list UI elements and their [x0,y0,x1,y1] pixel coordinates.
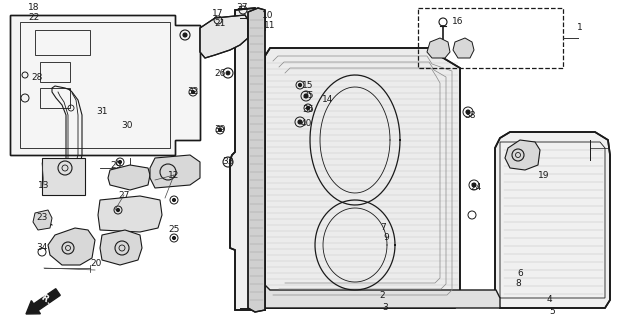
Text: 16: 16 [452,18,464,27]
Text: 37: 37 [236,4,248,12]
Text: 7: 7 [380,222,386,231]
FancyArrow shape [26,289,61,314]
Polygon shape [10,15,200,155]
Text: 10: 10 [262,11,274,20]
Text: 1: 1 [577,23,583,33]
Text: 25: 25 [168,226,180,235]
Circle shape [117,209,119,212]
Text: 34: 34 [36,244,48,252]
Polygon shape [265,285,500,308]
Polygon shape [427,38,450,58]
Polygon shape [98,196,162,232]
Text: 21: 21 [214,20,226,28]
Text: 15: 15 [302,82,314,91]
Text: 28: 28 [32,73,43,82]
Text: 40: 40 [300,118,311,127]
Text: 5: 5 [549,307,555,316]
Circle shape [172,198,176,202]
Polygon shape [200,15,248,58]
Polygon shape [108,165,150,190]
Polygon shape [100,230,142,265]
Text: 8: 8 [515,278,521,287]
Text: 4: 4 [546,295,552,305]
Text: 39: 39 [214,125,226,134]
Text: 33: 33 [222,157,234,166]
Polygon shape [495,132,610,308]
Text: 23: 23 [36,213,48,222]
Circle shape [307,106,310,109]
Circle shape [219,129,221,132]
Text: 36: 36 [302,106,314,115]
Circle shape [119,161,122,164]
Text: 14: 14 [323,95,334,105]
Text: 12: 12 [168,171,180,180]
Text: FR.: FR. [35,290,53,306]
Circle shape [298,84,302,87]
Bar [418,8,563,68]
Circle shape [192,91,195,93]
Text: 35: 35 [302,92,314,100]
Text: 11: 11 [265,20,276,29]
Text: 30: 30 [121,122,133,131]
Circle shape [304,94,308,98]
Polygon shape [453,38,474,58]
Text: 9: 9 [383,234,389,243]
Text: 17: 17 [212,10,224,19]
Polygon shape [230,8,265,310]
Circle shape [466,110,470,114]
Text: 19: 19 [538,171,550,180]
Circle shape [172,236,176,239]
Text: 20: 20 [90,259,102,268]
Circle shape [472,183,476,187]
Text: 3: 3 [382,302,388,311]
Polygon shape [42,158,85,195]
Polygon shape [150,155,200,188]
Text: 38: 38 [464,110,476,119]
Polygon shape [505,140,540,170]
Text: 2: 2 [379,292,385,300]
Text: 29: 29 [110,161,122,170]
Text: 27: 27 [118,190,130,199]
Polygon shape [265,48,460,308]
Text: 18: 18 [28,4,40,12]
Text: 22: 22 [28,13,40,22]
Text: 31: 31 [96,108,108,116]
Polygon shape [33,210,52,230]
Polygon shape [248,8,265,312]
Circle shape [298,120,302,124]
Text: 6: 6 [517,268,523,277]
Text: 26: 26 [214,68,226,77]
Polygon shape [48,228,95,265]
Text: 24: 24 [470,183,481,193]
Circle shape [226,71,230,75]
Circle shape [183,33,187,37]
Text: 32: 32 [187,87,199,97]
Text: 13: 13 [38,180,50,189]
